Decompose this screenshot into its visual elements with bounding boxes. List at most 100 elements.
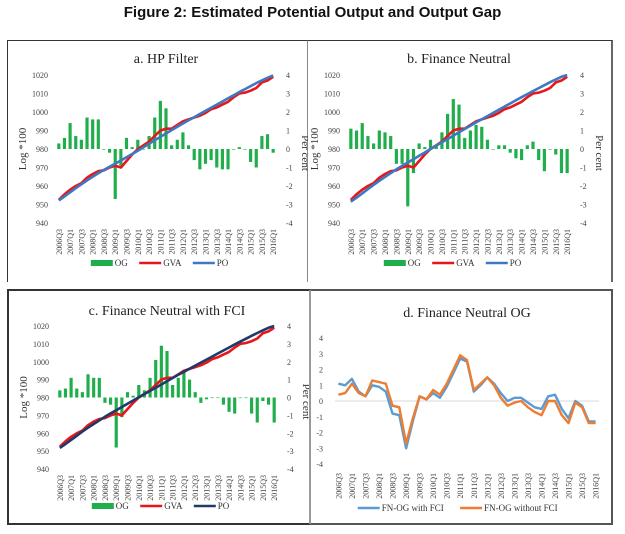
og-bar xyxy=(360,123,364,149)
og-bar xyxy=(548,149,552,150)
y-left-tick-label: 980 xyxy=(36,145,48,154)
legend-swatch-og xyxy=(90,260,113,266)
og-bar xyxy=(406,149,410,207)
og-bar xyxy=(97,377,101,398)
chart-finance-neutral-og: d. Finance Neutral OG -4 -3 -2 -1 0 1 2 3 4 2006Q3… xyxy=(316,306,601,513)
x-tick-label: 2009Q1 xyxy=(404,229,413,255)
x-tick-label: 2011Q3 xyxy=(470,473,479,498)
x-tick-label: 2010Q3 xyxy=(146,475,155,501)
y-right-axis-label: Per cent xyxy=(299,135,308,171)
og-bar xyxy=(108,149,112,153)
y-right-tick-label: 2 xyxy=(287,358,291,367)
x-tick-label: 2008Q3 xyxy=(389,473,398,499)
x-tick-label: 2010Q3 xyxy=(438,229,447,255)
og-bar xyxy=(176,377,180,398)
chart-panel-finance-neutral: b. Finance Neutral 940 950 960 970 980 990 1000… xyxy=(308,40,613,282)
og-bar xyxy=(514,149,518,159)
x-tick-label: 2014Q1 xyxy=(537,473,546,499)
y-right-tick-label: 1 xyxy=(287,376,291,385)
og-bar xyxy=(216,397,220,399)
chart-finance-neutral-fci: c. Finance Neutral with FCI 940 950 960 970 9… xyxy=(18,304,309,511)
x-tick-label: 2006Q3 xyxy=(347,229,356,255)
x-tick-label: 2007Q1 xyxy=(66,229,75,255)
y-left-tick-label: 990 xyxy=(328,127,340,136)
x-tick-label: 2006Q3 xyxy=(55,229,64,255)
y-right-tick-label: -2 xyxy=(286,182,293,191)
x-tick-label: 2009Q3 xyxy=(415,229,424,255)
y-left-tick-label: 990 xyxy=(36,127,48,136)
y-right-tick-label: -4 xyxy=(286,219,293,228)
og-bar xyxy=(63,388,68,398)
x-tick-label: 2013Q3 xyxy=(214,475,223,501)
x-tick-label: 2013Q3 xyxy=(524,473,533,499)
legend-label-fn-og-without-fci: FN-OG without FCI xyxy=(484,503,558,513)
x-tick-label: 2011Q1 xyxy=(157,475,166,500)
og-bar xyxy=(377,130,381,149)
og-bar xyxy=(170,145,174,149)
og-bar xyxy=(537,149,541,161)
y-left-tick-label: 1010 xyxy=(33,340,49,349)
legend-swatch-og xyxy=(91,503,114,509)
chart-finance-neutral: b. Finance Neutral 940 950 960 970 980 990 1000… xyxy=(309,52,605,268)
y-right-tick-label: -2 xyxy=(580,182,587,191)
x-tick-label: 2007Q3 xyxy=(361,473,370,499)
y-right-axis-label: Per cent xyxy=(300,384,309,420)
x-tick-label: 2016Q1 xyxy=(563,229,572,255)
og-bar xyxy=(389,136,393,149)
og-bar xyxy=(119,149,123,166)
x-tick-label: 2012Q1 xyxy=(483,473,492,499)
x-tick-label: 2016Q1 xyxy=(270,475,279,501)
y-left-tick-label: 980 xyxy=(37,394,49,403)
og-bar xyxy=(209,149,213,161)
x-tick-label: 2007Q1 xyxy=(348,473,357,499)
og-bar xyxy=(244,397,248,399)
og-bar xyxy=(254,149,258,168)
x-tick-label: 2016Q1 xyxy=(592,473,601,499)
og-bar xyxy=(136,139,140,149)
og-bar xyxy=(153,117,157,149)
og-bar xyxy=(79,139,83,149)
og-bar xyxy=(394,149,398,164)
og-bar xyxy=(165,351,169,398)
og-bar xyxy=(75,388,79,398)
x-tick-label: 2010Q1 xyxy=(134,229,143,255)
legend-label-og: OG xyxy=(408,258,421,268)
y-right-tick-label: 3 xyxy=(580,90,584,99)
y-right-tick-label: -3 xyxy=(287,447,294,456)
y-left-tick-label: 1020 xyxy=(32,71,48,80)
x-tick-label: 2011Q3 xyxy=(168,229,177,254)
og-bar xyxy=(428,139,433,149)
po-line xyxy=(59,324,275,449)
og-bar xyxy=(103,397,107,403)
x-tick-label: 2015Q1 xyxy=(565,473,574,499)
og-bar xyxy=(446,113,450,149)
og-bar xyxy=(265,134,270,149)
og-bar xyxy=(266,397,271,405)
og-bar xyxy=(232,149,236,150)
y-left-tick-label: 970 xyxy=(36,164,48,173)
og-bar xyxy=(109,397,113,405)
y-left-tick-label: 940 xyxy=(328,219,340,228)
og-bar xyxy=(238,397,242,399)
og-bar xyxy=(260,136,264,149)
og-bar xyxy=(159,345,163,398)
x-tick-label: 2008Q1 xyxy=(375,473,384,499)
po-line xyxy=(58,74,274,202)
og-bar xyxy=(124,137,129,149)
og-bar xyxy=(400,149,404,164)
x-tick-label: 2008Q3 xyxy=(392,229,401,255)
x-tick-label: 2012Q3 xyxy=(190,229,199,255)
y-right-tick-label: 1 xyxy=(286,127,290,136)
og-bar xyxy=(131,395,135,398)
x-tick-label: 2007Q3 xyxy=(78,475,87,501)
og-bar xyxy=(237,147,241,149)
x-tick-label: 2007Q1 xyxy=(358,229,367,255)
og-bar xyxy=(474,124,478,149)
y-right-tick-label: -3 xyxy=(580,201,587,210)
x-tick-label: 2014Q3 xyxy=(551,473,560,499)
og-bar xyxy=(491,149,495,150)
x-tick-label: 2009Q3 xyxy=(124,475,133,501)
y-left-tick-label: 950 xyxy=(328,201,340,210)
y-left-tick-label: 990 xyxy=(37,376,49,385)
og-bar xyxy=(554,149,558,155)
